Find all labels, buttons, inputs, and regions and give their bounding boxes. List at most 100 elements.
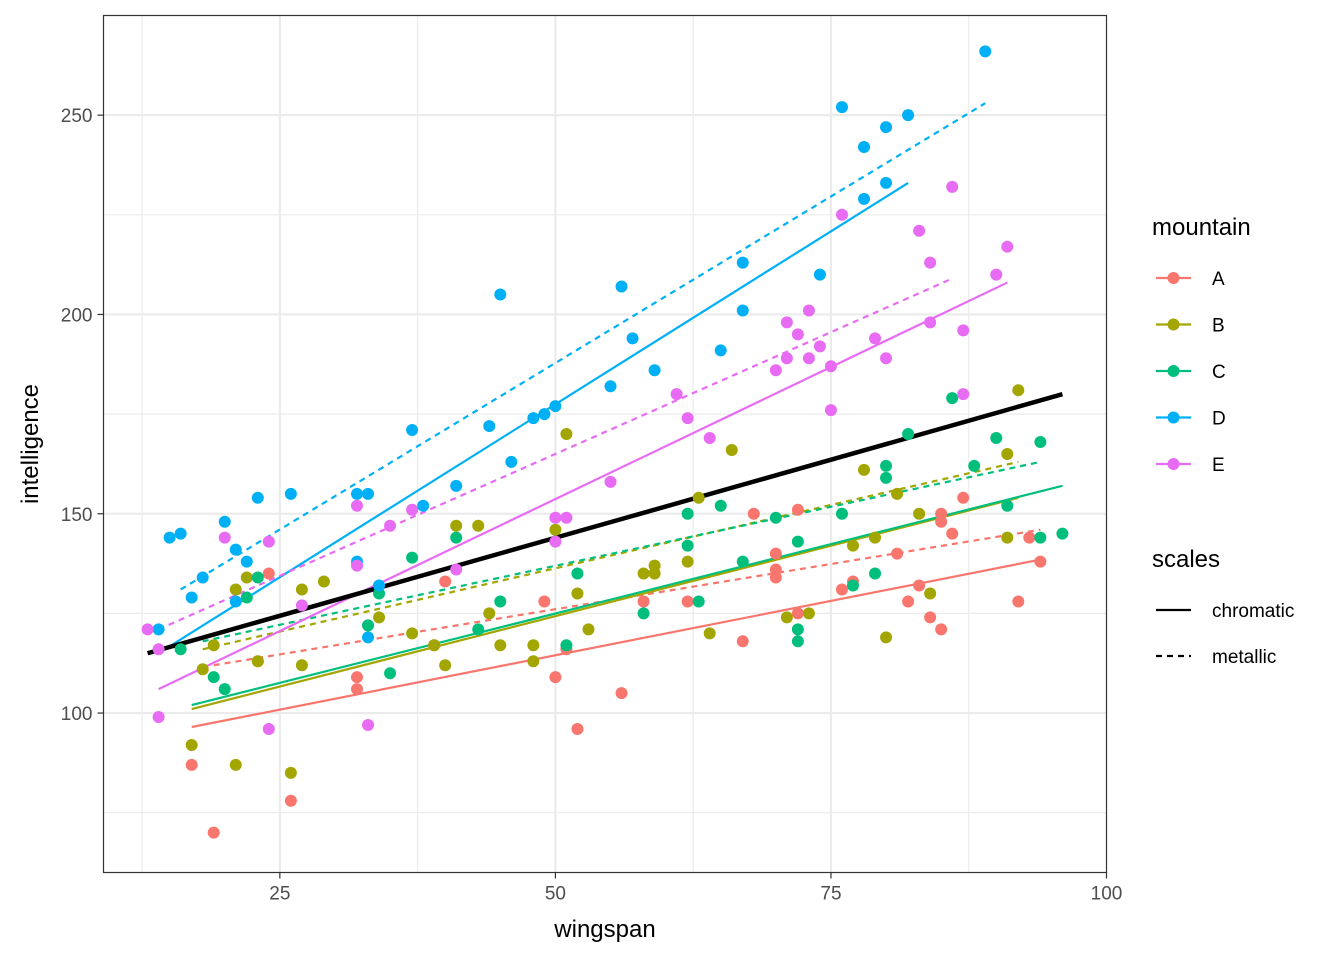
fit-line-c-chromatic [191, 484, 1063, 707]
point-d [240, 555, 253, 568]
point-e [769, 364, 782, 377]
point-e [549, 511, 562, 524]
point-d [251, 491, 264, 504]
point-b [439, 659, 452, 672]
point-d [538, 408, 551, 421]
legend-key-c: C [1156, 362, 1226, 383]
point-b [494, 639, 507, 652]
fit-line-e-metallic [158, 277, 953, 631]
point-b [648, 567, 661, 580]
point-d [163, 531, 176, 544]
point-b [251, 655, 264, 668]
point-c [362, 619, 375, 632]
point-b [780, 611, 793, 624]
legend-key-b: B [1156, 316, 1225, 337]
point-a [946, 527, 959, 540]
legend-label: chromatic [1212, 601, 1294, 622]
legend-key-a: A [1156, 269, 1225, 290]
point-d [979, 45, 992, 58]
point-b [1001, 447, 1014, 460]
point-b [560, 428, 573, 441]
point-b [1001, 531, 1014, 544]
point-b [869, 531, 882, 544]
point-d [549, 400, 562, 413]
point-d [858, 192, 871, 205]
legend-title-mountain: mountain [1152, 214, 1251, 241]
y-tick-label: 200 [61, 305, 93, 326]
point-e [802, 304, 815, 317]
point-d [152, 623, 165, 636]
point-e [957, 324, 970, 337]
point-b [858, 463, 871, 476]
point-d [229, 543, 242, 556]
point-d [615, 280, 628, 293]
point-d [196, 571, 209, 584]
point-b [406, 627, 419, 640]
legend-linetype-keys: chromatic metallic [1156, 601, 1294, 668]
point-e [824, 360, 837, 373]
point-d [813, 268, 826, 281]
point-c [637, 607, 650, 620]
point-c [968, 459, 981, 472]
point-c [1034, 531, 1047, 544]
point-b [295, 583, 308, 596]
point-e [549, 535, 562, 548]
point-e [152, 643, 165, 656]
point-a [891, 547, 904, 560]
legend-key-metallic: metallic [1156, 647, 1276, 668]
point-d [284, 487, 297, 500]
point-c [791, 635, 804, 648]
point-d [417, 499, 430, 512]
point-e [791, 328, 804, 341]
point-b [880, 631, 893, 644]
point-b [681, 555, 694, 568]
point-d [373, 579, 386, 592]
point-c [769, 511, 782, 524]
y-tick-label: 250 [61, 106, 93, 127]
point-d [494, 288, 507, 301]
point-d [880, 121, 893, 134]
point-b [317, 575, 330, 588]
y-axis-title: intelligence [17, 384, 44, 504]
point-c [1056, 527, 1069, 540]
point-b [549, 523, 562, 536]
point-b [1012, 384, 1025, 397]
data-points [141, 45, 1069, 839]
point-e [813, 340, 826, 353]
point-b [527, 639, 540, 652]
x-tick-label: 100 [1091, 884, 1123, 905]
point-b [846, 539, 859, 552]
point-e [946, 180, 959, 193]
point-b [891, 487, 904, 500]
point-b [207, 639, 220, 652]
point-b [527, 655, 540, 668]
point-e [351, 559, 364, 572]
legend-color-keys: A B C D E [1156, 269, 1226, 476]
point-e [681, 412, 694, 425]
point-a [902, 595, 915, 608]
point-b [284, 766, 297, 779]
point-c [560, 639, 573, 652]
point-a [913, 579, 926, 592]
point-c [846, 579, 859, 592]
point-d [626, 332, 639, 345]
point-a [284, 794, 297, 807]
point-a [439, 575, 452, 588]
point-a [736, 635, 749, 648]
x-tick-label: 25 [269, 884, 290, 905]
point-d [736, 256, 749, 269]
legend: mountain A B C D E scales chromatic metallic [1152, 214, 1294, 668]
point-b [582, 623, 595, 636]
point-a [351, 683, 364, 696]
point-c [990, 432, 1003, 445]
point-d [218, 515, 231, 528]
point-e [780, 352, 793, 365]
point-e [780, 316, 793, 329]
point-b [229, 758, 242, 771]
point-d [229, 595, 242, 608]
point-e [362, 719, 375, 732]
point-e [560, 511, 573, 524]
point-b [450, 519, 463, 532]
point-a [571, 723, 584, 736]
